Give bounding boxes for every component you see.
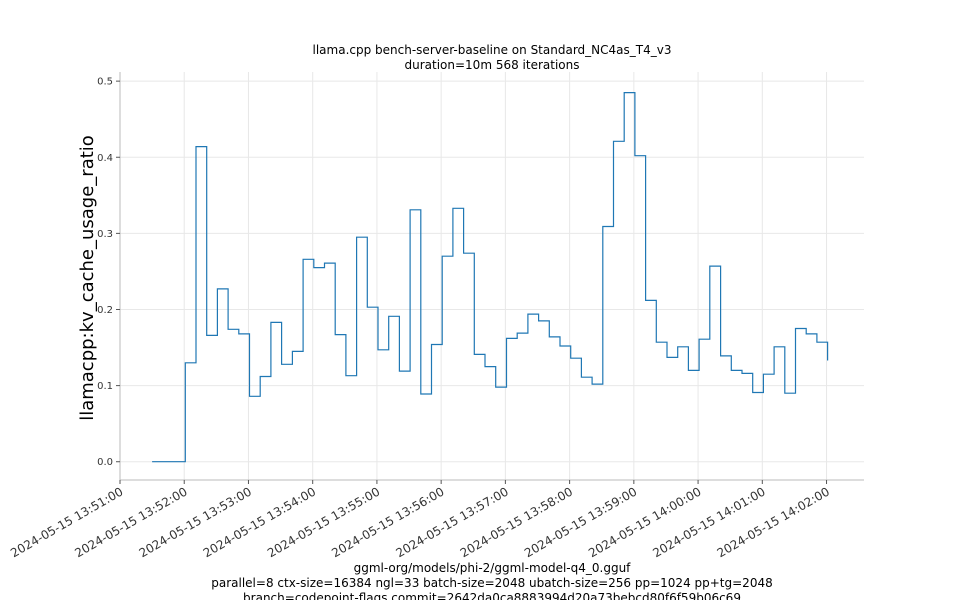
data-point: [367, 307, 368, 308]
x-tick-label: 2024-05-15 13:57:00: [394, 484, 511, 560]
data-point: [495, 387, 496, 388]
y-tick-label: 0.0: [97, 457, 113, 468]
data-point: [816, 342, 817, 343]
data-point: [666, 357, 667, 358]
data-point: [182, 461, 183, 462]
x-tick-label: 2024-05-15 14:00:00: [586, 484, 703, 560]
data-point: [774, 346, 775, 347]
data-point: [152, 461, 153, 462]
data-point: [260, 376, 261, 377]
data-point: [313, 267, 314, 268]
y-tick-label: 0.1: [97, 381, 113, 392]
x-tick-label: 2024-05-15 13:56:00: [329, 484, 446, 560]
data-point: [452, 208, 453, 209]
data-point: [345, 375, 346, 376]
x-tick-label: 2024-05-15 14:01:00: [650, 484, 767, 560]
data-point: [784, 393, 785, 394]
data-point: [720, 355, 721, 356]
data-point: [592, 384, 593, 385]
data-point: [688, 370, 689, 371]
data-point: [517, 333, 518, 334]
data-point: [238, 333, 239, 334]
data-point: [410, 209, 411, 210]
data-point: [634, 155, 635, 156]
data-point: [388, 316, 389, 317]
axes: [119, 72, 864, 481]
series-group: [152, 92, 829, 463]
x-tick-label: 2024-05-15 13:54:00: [201, 484, 318, 560]
data-point: [827, 360, 828, 361]
x-tick-label: 2024-05-15 13:53:00: [137, 484, 254, 560]
x-tick-label: 2024-05-15 13:59:00: [522, 484, 639, 560]
y-tick-label: 0.3: [97, 229, 113, 240]
data-point: [602, 226, 603, 227]
chart-footer: ggml-org/models/phi-2/ggml-model-q4_0.gg…: [211, 561, 772, 600]
data-point: [656, 342, 657, 343]
data-point: [731, 370, 732, 371]
x-tick-label: 2024-05-15 13:58:00: [458, 484, 575, 560]
data-point: [709, 266, 710, 267]
series-line: [152, 92, 829, 463]
data-point: [356, 237, 357, 238]
data-point: [677, 346, 678, 347]
x-tick-label: 2024-05-15 14:02:00: [715, 484, 832, 560]
data-point: [613, 141, 614, 142]
chart-subtitle-line: duration=10m 568 iterations: [405, 58, 580, 72]
data-point: [195, 146, 196, 147]
x-tick-label: 2024-05-15 13:51:00: [8, 484, 125, 560]
data-point: [206, 335, 207, 336]
data-point: [538, 320, 539, 321]
data-point: [752, 392, 753, 393]
data-point: [270, 322, 271, 323]
data-point: [645, 300, 646, 301]
data-point: [335, 334, 336, 335]
data-point: [795, 328, 796, 329]
x-tick-label: 2024-05-15 13:52:00: [72, 484, 189, 560]
data-point: [281, 364, 282, 365]
x-tick-label: 2024-05-15 13:55:00: [265, 484, 382, 560]
data-point: [506, 338, 507, 339]
data-point: [420, 393, 421, 394]
y-axis-ticks: 0.0 0.1 0.2 0.3 0.4 0.5: [97, 77, 120, 468]
footer-params-line: parallel=8 ctx-size=16384 ngl=33 batch-s…: [211, 576, 772, 590]
data-point: [324, 263, 325, 264]
data-point: [527, 314, 528, 315]
data-point: [228, 329, 229, 330]
data-point: [463, 253, 464, 254]
data-point: [303, 259, 304, 260]
data-point: [399, 371, 400, 372]
data-point: [431, 344, 432, 345]
data-point: [249, 396, 250, 397]
data-point: [484, 366, 485, 367]
data-point: [570, 358, 571, 359]
data-point: [185, 362, 186, 363]
y-tick-label: 0.5: [97, 77, 113, 88]
chart-title-line: llama.cpp bench-server-baseline on Stand…: [313, 43, 672, 57]
data-point: [699, 339, 700, 340]
y-tick-label: 0.2: [97, 305, 113, 316]
data-point: [442, 256, 443, 257]
data-point: [217, 288, 218, 289]
grid: [119, 72, 864, 480]
data-point: [292, 351, 293, 352]
data-point: [624, 92, 625, 93]
chart-title: llama.cpp bench-server-baseline on Stand…: [313, 43, 672, 72]
footer-model-line: ggml-org/models/phi-2/ggml-model-q4_0.gg…: [354, 561, 632, 575]
data-point: [763, 374, 764, 375]
data-point: [377, 349, 378, 350]
data-point: [474, 354, 475, 355]
data-point: [581, 377, 582, 378]
y-tick-label: 0.4: [97, 153, 113, 164]
data-point: [549, 336, 550, 337]
data-point: [806, 333, 807, 334]
data-point: [741, 373, 742, 374]
footer-branch-line: branch=codepoint-flags commit=2642da0ca8…: [243, 591, 741, 600]
data-point: [559, 345, 560, 346]
y-axis-label: llamacpp:kv_cache_usage_ratio: [77, 135, 98, 421]
